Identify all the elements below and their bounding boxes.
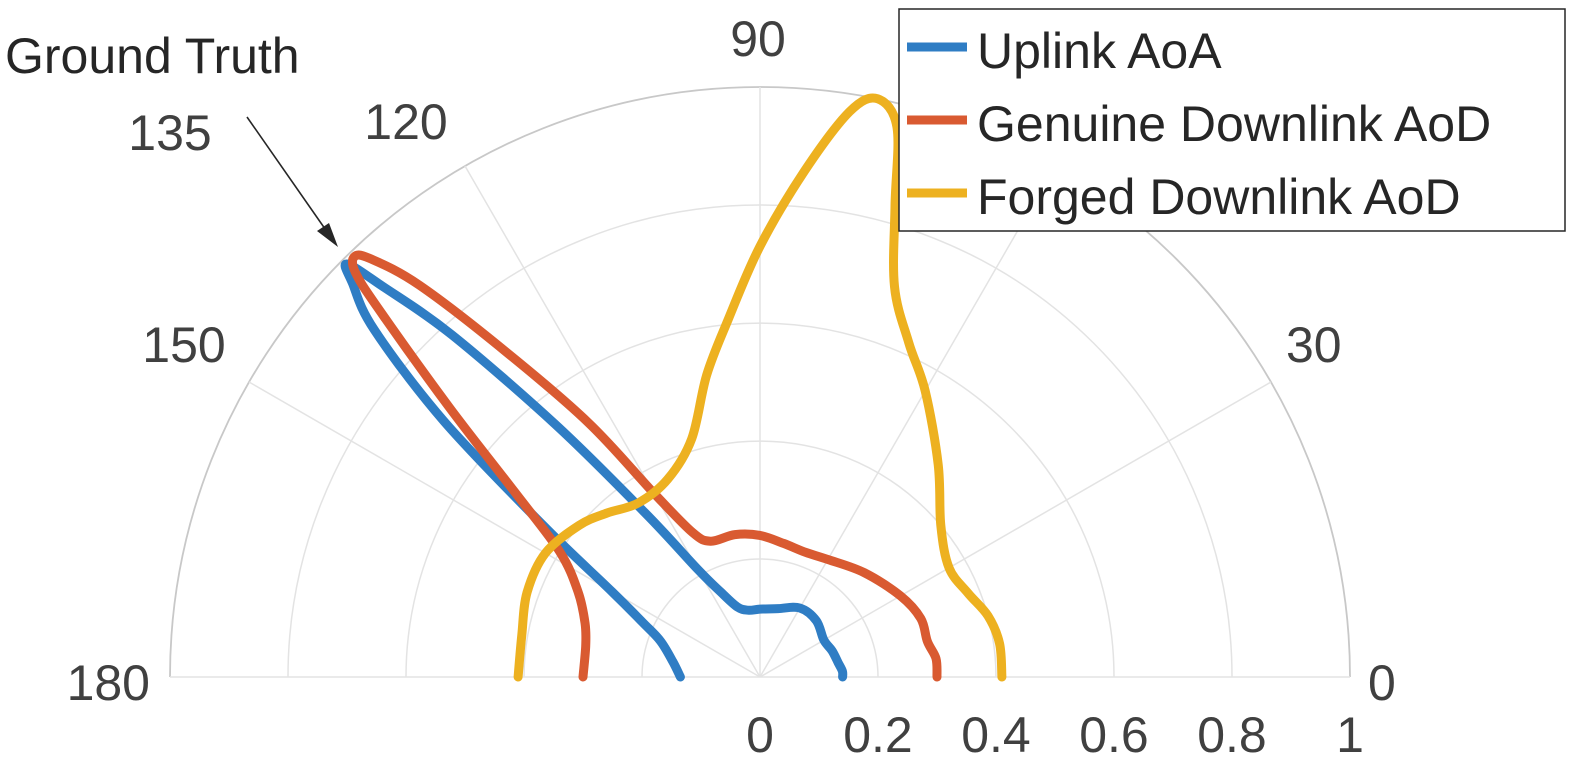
- angle-tick-label-30: 30: [1286, 317, 1342, 373]
- series-line-uplink-aoa: [340, 259, 848, 682]
- angular-grid-line: [464, 165, 761, 678]
- angular-grid-line: [248, 381, 761, 678]
- ground-truth-arrowhead: [317, 223, 338, 247]
- angular-grid-line: [759, 381, 1272, 678]
- radial-tick-label-0-4: 0.4: [961, 707, 1031, 763]
- legend-box: [898, 8, 1566, 232]
- series-lines: [340, 93, 1007, 682]
- legend-label-uplink-aoa: Uplink AoA: [977, 23, 1222, 79]
- polar-grid: [169, 86, 1351, 678]
- radial-tick-label-0-8: 0.8: [1197, 707, 1267, 763]
- radial-tick-label-0: 0: [746, 707, 774, 763]
- angle-tick-label-90: 90: [730, 11, 786, 67]
- legend-label-forged-downlink-aod: Forged Downlink AoD: [977, 169, 1461, 225]
- angular-grid-line: [759, 165, 1056, 678]
- legend-item-uplink-aoa: Uplink AoA: [907, 23, 1222, 79]
- angle-tick-label-180: 180: [67, 655, 150, 711]
- radial-tick-label-0-2: 0.2: [843, 707, 913, 763]
- legend: Uplink AoA Genuine Downlink AoD Forged D…: [898, 8, 1566, 232]
- legend-item-genuine-downlink-aod: Genuine Downlink AoD: [907, 96, 1491, 152]
- angle-tick-label-120: 120: [364, 94, 447, 150]
- ground-truth-annotation: Ground Truth: [5, 28, 338, 247]
- angle-tick-label-150: 150: [142, 317, 225, 373]
- angle-tick-label-135: 135: [128, 105, 211, 161]
- angle-tick-label-0: 0: [1368, 655, 1396, 711]
- tick-labels: 0 30 90 120 135 150 180 0 0.2 0.4 0.6 0.8 1: [67, 11, 1396, 763]
- series-line-forged-downlink-aod: [513, 93, 1007, 682]
- legend-label-genuine-downlink-aod: Genuine Downlink AoD: [977, 96, 1491, 152]
- radial-tick-label-0-6: 0.6: [1079, 707, 1149, 763]
- series-line-genuine-downlink-aod: [347, 250, 942, 682]
- legend-item-forged-downlink-aod: Forged Downlink AoD: [907, 169, 1461, 225]
- radial-tick-label-1: 1: [1336, 707, 1364, 763]
- ground-truth-label: Ground Truth: [5, 28, 300, 84]
- ground-truth-arrow-shaft: [246, 116, 331, 237]
